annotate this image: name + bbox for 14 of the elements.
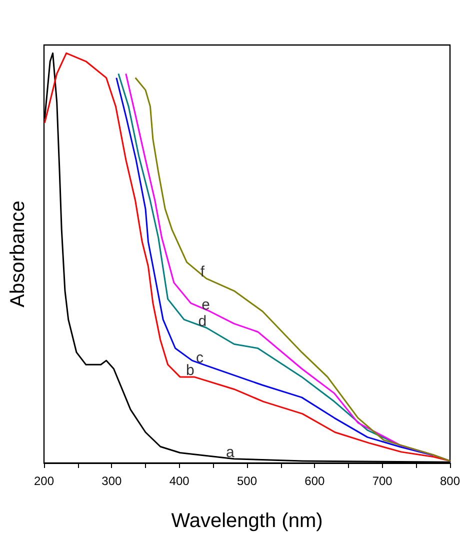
x-axis-title: Wavelength (nm)	[171, 510, 323, 532]
x-tick-label: 300	[102, 474, 122, 488]
series-label: d	[198, 312, 207, 330]
series-label: b	[186, 362, 194, 379]
x-tick-label: 700	[372, 474, 393, 488]
x-tick-label: 500	[236, 474, 258, 488]
x-tick-label: 600	[304, 474, 325, 488]
x-tick-label: 400	[169, 474, 190, 488]
series-label: c	[196, 350, 204, 367]
x-tick-label: 200	[34, 474, 54, 488]
series-label: e	[202, 296, 210, 314]
series-label: a	[226, 444, 235, 461]
y-axis-title: Absorbance	[7, 200, 29, 308]
x-tick-label: 800	[440, 474, 460, 488]
